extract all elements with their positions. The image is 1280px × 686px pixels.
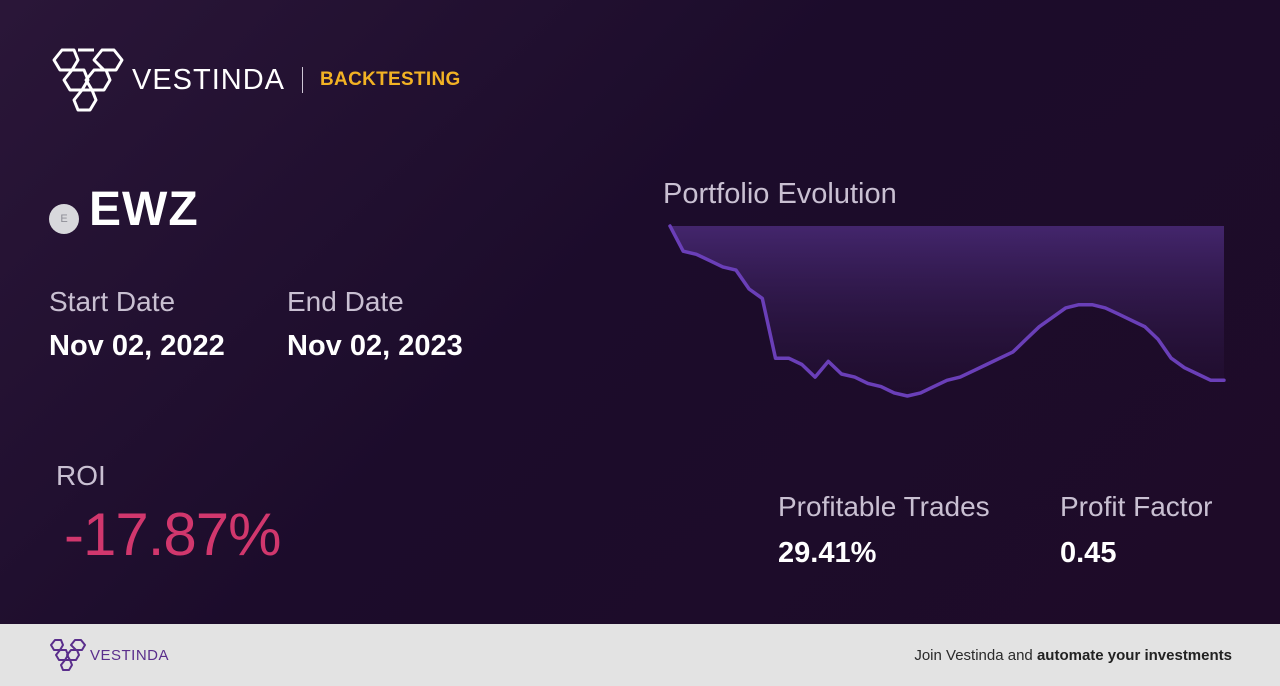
brand-section-label: BACKTESTING (320, 69, 461, 90)
profitable-trades-value: 29.41% (778, 537, 877, 569)
footer-cta[interactable]: Join Vestinda and automate your investme… (914, 647, 1232, 664)
profit-factor-label: Profit Factor (1060, 491, 1213, 522)
brand-divider (302, 67, 304, 93)
footer-cta-prefix: Join Vestinda and (914, 646, 1037, 664)
brand-name: VESTINDA (132, 63, 286, 96)
footer-cta-bold: automate your investments (1036, 646, 1232, 664)
profitable-trades-label: Profitable Trades (778, 491, 990, 522)
start-date-value: Nov 02, 2022 (49, 330, 225, 362)
roi-value: -17.87% (64, 501, 281, 568)
roi-label: ROI (56, 460, 106, 491)
footer-brand-name: VESTINDA (90, 646, 170, 664)
profit-factor-value: 0.45 (1060, 537, 1117, 569)
backtest-card: VESTINDA BACKTESTING E EWZ Start Date No… (0, 0, 1280, 624)
asset-icon: E (49, 203, 79, 234)
portfolio-series-line (668, 224, 1226, 398)
start-date-label: Start Date (49, 286, 176, 317)
vestinda-logo-icon (50, 639, 86, 671)
portfolio-chart (668, 224, 1226, 398)
footer-bar: VESTINDA Join Vestinda and automate your… (0, 624, 1280, 686)
chart-area-fill (670, 226, 1224, 396)
asset-symbol: EWZ (89, 183, 199, 236)
asset-ticker: E EWZ (49, 182, 199, 237)
footer-brand[interactable]: VESTINDA (48, 638, 169, 672)
vestinda-logo-icon (52, 48, 124, 112)
brand-header: VESTINDA BACKTESTING (48, 46, 461, 114)
chart-title: Portfolio Evolution (663, 178, 897, 210)
end-date-value: Nov 02, 2023 (287, 330, 463, 362)
end-date-label: End Date (287, 286, 404, 317)
